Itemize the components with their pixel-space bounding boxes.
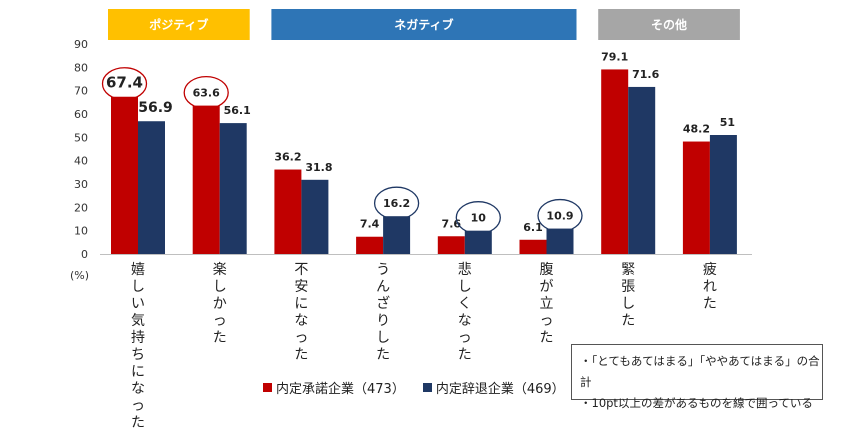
group-header-0 — [108, 9, 250, 40]
y-tick-label: 30 — [74, 178, 88, 191]
note-line-1: ・「とてもあてはまる」「ややあてはまる」の合計 — [580, 354, 820, 389]
data-label: 67.4 — [106, 74, 143, 92]
bar-accepted — [192, 105, 220, 254]
x-tick-label: うんざりした — [376, 262, 391, 363]
bar-declined — [464, 230, 492, 254]
legend-item-declined: 内定辞退企業（469） — [422, 378, 565, 397]
y-unit-label: (%) — [70, 269, 89, 282]
x-tick-label: 緊張した — [621, 262, 636, 329]
data-label: 31.8 — [305, 161, 332, 174]
y-tick-label: 40 — [74, 155, 88, 168]
highlight-circle — [183, 75, 229, 110]
group-header-2 — [598, 9, 740, 40]
y-tick-label: 60 — [74, 108, 88, 121]
data-label: 51 — [720, 116, 735, 129]
x-tick-label: 疲れた — [702, 262, 717, 312]
bar-accepted — [519, 239, 547, 254]
highlight-circle — [101, 67, 148, 101]
y-tick-label: 70 — [74, 85, 88, 98]
highlight-circle — [373, 186, 420, 220]
group-header-label: ネガティブ — [394, 17, 453, 32]
x-tick-label: 悲しくなった — [457, 262, 472, 363]
data-label: 48.2 — [683, 123, 710, 136]
bar-accepted — [682, 141, 710, 254]
group-header-label: その他 — [651, 17, 687, 32]
data-label: 16.2 — [383, 197, 410, 210]
x-tick-label: 腹が立った — [539, 262, 554, 346]
y-tick-label: 10 — [74, 225, 88, 238]
data-label: 7.4 — [360, 218, 380, 231]
data-label: 63.6 — [193, 87, 220, 100]
y-tick-label: 90 — [74, 38, 88, 51]
y-tick-label: 0 — [81, 248, 88, 261]
data-label: 6.1 — [523, 221, 543, 234]
bar-declined — [546, 228, 574, 254]
legend-label-declined: 内定辞退企業（469） — [435, 382, 565, 397]
data-label: 10.9 — [546, 210, 573, 223]
bar-declined — [383, 216, 411, 254]
bar-declined — [219, 123, 247, 254]
x-tick-label: 楽しかった — [212, 262, 227, 346]
data-label: 10 — [471, 212, 487, 225]
bar-declined — [301, 179, 329, 254]
bar-accepted — [437, 236, 465, 254]
legend: 内定承諾企業（473） 内定辞退企業（469） — [263, 378, 583, 397]
data-label: 36.2 — [274, 151, 301, 164]
legend-swatch-accepted — [263, 383, 272, 392]
note-box: ・「とてもあてはまる」「ややあてはまる」の合計 ・10pt以上の差があるものを線… — [571, 344, 823, 410]
data-label: 56.1 — [224, 104, 251, 117]
data-label: 56.9 — [138, 100, 173, 116]
group-header-label: ポジティブ — [149, 17, 208, 32]
data-label: 71.6 — [632, 68, 659, 81]
y-tick-label: 20 — [74, 201, 88, 214]
highlight-circle — [455, 201, 501, 235]
bar-chart: 0 10 20 30 40 50 60 70 80 90 (%) ポジティブ ネガティブ その他 67.4 5… — [70, 9, 752, 282]
legend-swatch-declined — [422, 383, 432, 392]
bar-declined — [628, 86, 656, 254]
bar-accepted — [111, 96, 138, 254]
bar-accepted — [601, 69, 629, 254]
x-tick-label: 嬉しい気持ちになった — [131, 262, 145, 431]
group-header-1 — [271, 9, 577, 40]
highlight-circle — [537, 198, 583, 233]
bar-declined — [709, 135, 737, 254]
bar-accepted — [274, 169, 302, 254]
y-tick-label: 50 — [74, 131, 88, 144]
legend-item-accepted: 内定承諾企業（473） — [263, 378, 405, 397]
bar-declined — [138, 121, 165, 254]
x-tick-label: 不安になった — [294, 262, 309, 363]
note-line-2: ・10pt以上の差があるものを線で囲っている — [580, 396, 813, 410]
bar-accepted — [356, 236, 384, 254]
legend-label-accepted: 内定承諾企業（473） — [276, 382, 405, 397]
y-tick-label: 80 — [74, 61, 88, 74]
data-label: 79.1 — [601, 50, 628, 63]
